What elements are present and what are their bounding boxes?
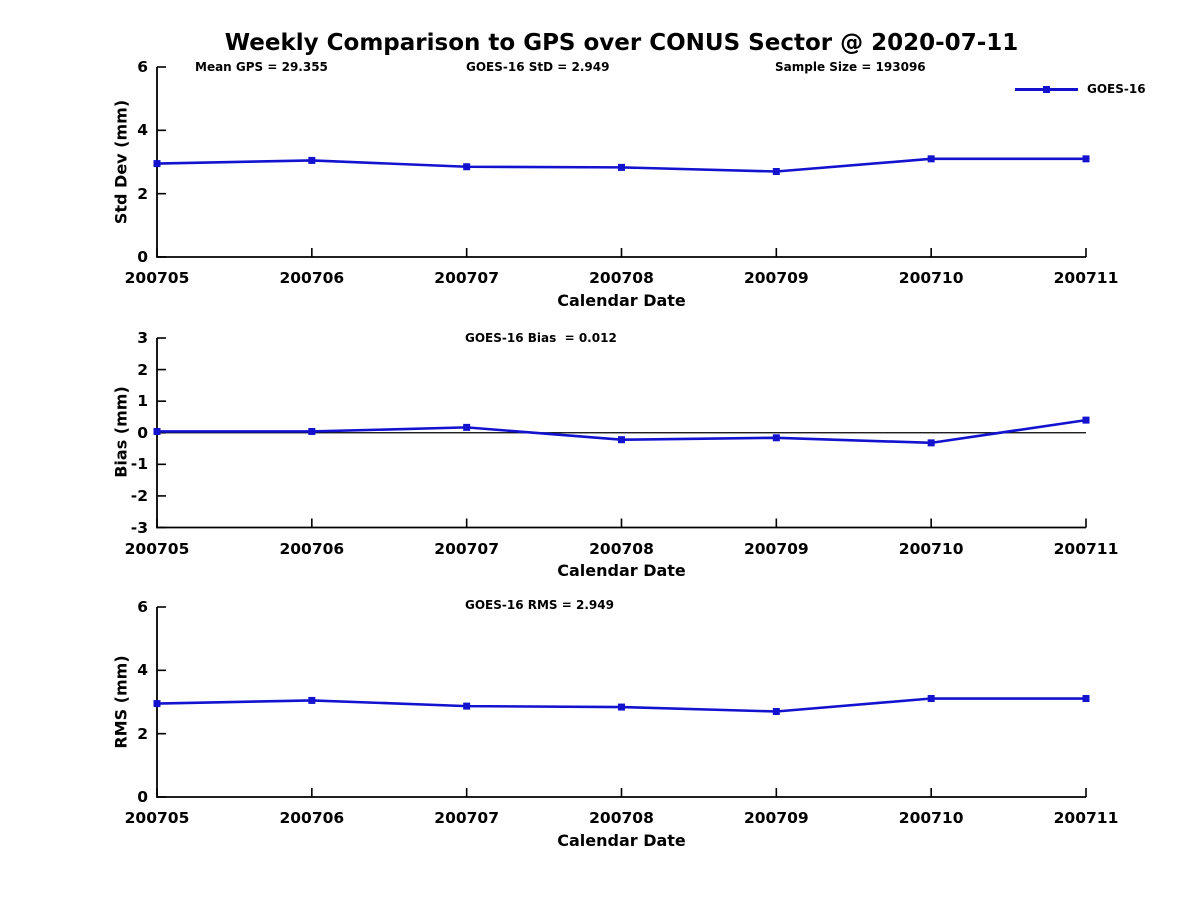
data-point-marker: [618, 703, 625, 711]
legend-marker-icon: [1043, 86, 1050, 93]
x-tick-label: 200708: [589, 269, 654, 287]
x-tick-label: 200709: [743, 269, 809, 287]
y-tick-label: -2: [130, 486, 148, 505]
x-tick-label: 200707: [434, 809, 500, 827]
annotation-sample-size: Sample Size = 193096: [775, 60, 926, 74]
data-point-marker: [308, 156, 316, 164]
x-tick-label: 200707: [434, 539, 500, 558]
annotation-rms: GOES-16 RMS = 2.949: [465, 598, 614, 612]
y-tick-label: 4: [137, 661, 148, 680]
subplot-bias: [153, 337, 1090, 529]
x-tick-label: 200705: [124, 809, 190, 827]
ylabel-stddev: Std Dev (mm): [111, 99, 131, 225]
data-point-marker: [1082, 695, 1090, 703]
y-tick-label: 0: [137, 423, 148, 442]
x-tick-label: 200707: [434, 269, 500, 287]
xlabel-bias: Calendar Date: [557, 561, 686, 580]
data-point-marker: [1082, 155, 1090, 163]
data-point-marker: [153, 160, 161, 168]
data-point-marker: [927, 155, 935, 163]
annotation-std: GOES-16 StD = 2.949: [466, 60, 610, 74]
data-point-marker: [772, 168, 780, 175]
x-tick-label: 200708: [589, 539, 654, 558]
data-point-marker: [463, 702, 471, 710]
x-tick-label: 200711: [1053, 269, 1119, 287]
x-tick-label: 200706: [279, 539, 345, 558]
x-tick-label: 200708: [589, 809, 654, 827]
data-point-marker: [153, 427, 161, 435]
data-point-marker: [618, 163, 625, 171]
y-tick-label: 6: [137, 58, 148, 76]
data-point-marker: [153, 700, 161, 708]
annotation-mean-gps: Mean GPS = 29.355: [195, 60, 328, 74]
x-tick-label: 200710: [898, 809, 964, 827]
figure-title: Weekly Comparison to GPS over CONUS Sect…: [224, 30, 1019, 56]
x-tick-label: 200711: [1053, 539, 1119, 558]
x-tick-label: 200709: [743, 539, 809, 558]
subplot-stddev: [153, 66, 1090, 258]
y-tick-label: 6: [137, 598, 148, 616]
legend-label: GOES-16: [1087, 82, 1146, 96]
x-tick-label: 200711: [1053, 809, 1119, 827]
data-point-marker: [927, 439, 935, 447]
x-tick-label: 200710: [898, 539, 964, 558]
y-tick-label: 1: [137, 392, 148, 411]
y-tick-label: 4: [137, 121, 148, 140]
y-tick-label: -3: [130, 518, 148, 537]
data-point-marker: [463, 423, 471, 431]
y-tick-label: 2: [137, 724, 148, 743]
y-tick-label: 0: [137, 248, 148, 266]
data-point-marker: [772, 708, 780, 715]
x-tick-label: 200706: [279, 809, 345, 827]
data-point-marker: [463, 163, 471, 171]
data-point-marker: [308, 427, 316, 435]
data-point-marker: [1082, 416, 1090, 424]
data-point-marker: [308, 696, 316, 704]
x-tick-label: 200705: [124, 539, 190, 558]
data-point-marker: [927, 695, 935, 703]
y-tick-label: 0: [137, 788, 148, 806]
y-tick-label: 3: [137, 329, 148, 347]
y-tick-label: 2: [137, 360, 148, 379]
data-point-marker: [618, 436, 625, 444]
annotation-bias: GOES-16 Bias = 0.012: [465, 331, 617, 345]
data-point-marker: [772, 434, 780, 442]
x-tick-label: 200706: [279, 269, 345, 287]
x-tick-label: 200705: [124, 269, 190, 287]
y-tick-label: -1: [130, 455, 148, 474]
y-tick-label: 2: [137, 184, 148, 203]
x-tick-label: 200710: [898, 269, 964, 287]
x-tick-label: 200709: [743, 809, 809, 827]
subplot-rms: [153, 606, 1090, 798]
xlabel-stddev: Calendar Date: [557, 291, 686, 310]
xlabel-rms: Calendar Date: [557, 831, 686, 850]
